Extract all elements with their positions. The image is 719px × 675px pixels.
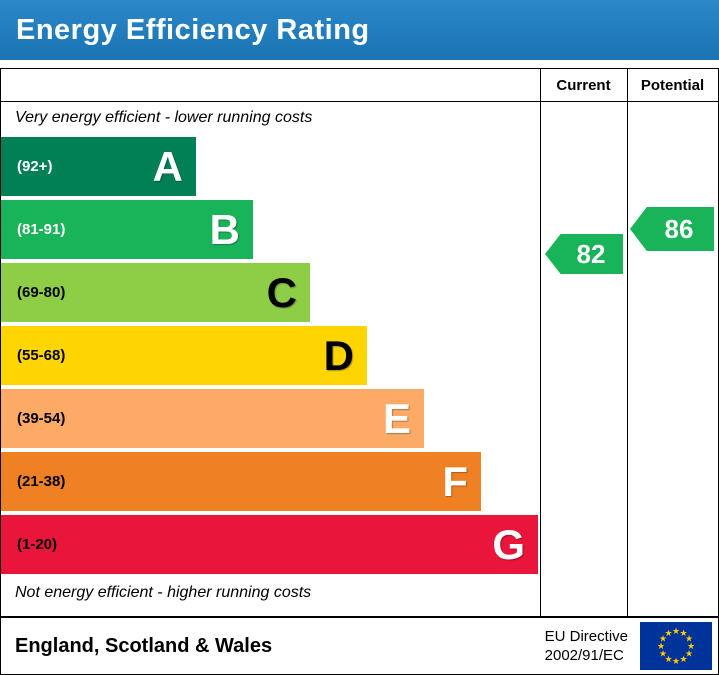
potential-value: 86 — [664, 213, 694, 244]
band-a: (92+) A — [1, 137, 196, 196]
page-title: Energy Efficiency Rating — [16, 13, 370, 46]
band-e-range: (39-54) — [17, 410, 66, 427]
eu-directive-line1: EU Directive — [544, 627, 628, 645]
footer-region: England, Scotland & Wales — [15, 634, 273, 657]
band-e: (39-54) E — [1, 389, 424, 448]
column-divider-potential — [627, 69, 628, 616]
svg-text:★: ★ — [664, 655, 672, 665]
band-d: (55-68) D — [1, 326, 367, 385]
svg-text:★: ★ — [659, 650, 667, 660]
band-f: (21-38) F — [1, 452, 481, 511]
svg-text:★: ★ — [657, 642, 665, 652]
column-divider-current — [540, 69, 541, 616]
rating-chart: Current Potential Very energy efficient … — [0, 68, 719, 617]
band-a-letter: A — [152, 142, 183, 190]
footer-bar: England, Scotland & Wales EU Directive 2… — [0, 617, 719, 675]
eu-directive-block: EU Directive 2002/91/EC ★ ★ ★ ★ ★ ★ ★ ★ … — [545, 622, 718, 670]
svg-text:★: ★ — [679, 655, 687, 665]
svg-text:★: ★ — [685, 650, 693, 660]
current-value: 82 — [576, 238, 606, 269]
band-d-letter: D — [323, 331, 354, 379]
band-b: (81-91) B — [1, 200, 253, 259]
current-column-header: Current — [556, 76, 611, 94]
band-b-letter: B — [209, 205, 240, 253]
band-c-letter: C — [266, 268, 297, 316]
band-g: (1-20) G — [1, 515, 538, 574]
band-a-range: (92+) — [17, 158, 53, 175]
band-e-letter: E — [382, 394, 411, 442]
svg-text:★: ★ — [685, 635, 693, 645]
band-f-range: (21-38) — [17, 473, 66, 490]
band-g-letter: G — [492, 520, 525, 568]
eu-directive-text: EU Directive 2002/91/EC — [545, 627, 628, 666]
svg-text:★: ★ — [672, 627, 680, 637]
potential-column-header: Potential — [640, 76, 705, 94]
band-f-letter: F — [442, 457, 468, 505]
eu-flag-icon: ★ ★ ★ ★ ★ ★ ★ ★ ★ ★ ★ ★ — [640, 622, 712, 670]
svg-text:★: ★ — [664, 629, 672, 639]
svg-text:★: ★ — [687, 642, 695, 652]
title-banner: Energy Efficiency Rating — [0, 0, 719, 60]
eu-directive-line2: 2002/91/EC — [544, 647, 624, 664]
band-d-range: (55-68) — [17, 347, 66, 364]
band-c: (69-80) C — [1, 263, 310, 322]
potential-indicator: 86 — [630, 207, 714, 251]
band-c-range: (69-80) — [17, 284, 66, 301]
current-indicator: 82 — [545, 234, 623, 274]
svg-text:★: ★ — [659, 635, 667, 645]
header-divider — [1, 101, 718, 102]
band-b-range: (81-91) — [17, 221, 66, 238]
svg-text:★: ★ — [679, 629, 687, 639]
svg-text:★: ★ — [672, 657, 680, 667]
bottom-note: Not energy efficient - higher running co… — [15, 584, 312, 601]
band-g-range: (1-20) — [17, 536, 58, 553]
top-note: Very energy efficient - lower running co… — [15, 109, 313, 126]
